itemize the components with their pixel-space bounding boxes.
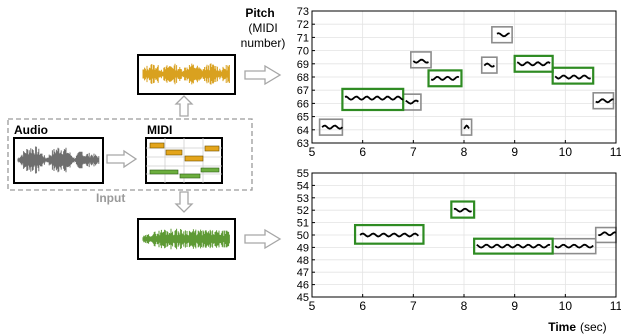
x-tick-label: 11: [610, 299, 621, 313]
y-tick-label: 73: [297, 6, 309, 18]
pitch-curve-segment: [595, 98, 614, 104]
y-tick-label: 65: [297, 112, 309, 124]
audio-label: Audio: [14, 123, 48, 137]
y-tick-label: 52: [297, 205, 309, 217]
pitch-curve-segment: [430, 75, 460, 81]
y-tick-label: 66: [297, 98, 309, 110]
arrow-midi-to-lower-track: [174, 191, 194, 213]
x-tick-label: 9: [511, 145, 518, 159]
midi-note-orange: [184, 155, 204, 162]
gray-note-box: [480, 56, 498, 74]
midi-note-orange: [204, 145, 220, 152]
midi-piano-roll: [146, 138, 222, 183]
pitch-curve-segment: [554, 243, 594, 249]
gray-note-box: [491, 26, 513, 44]
x-tick-label: 7: [410, 299, 417, 313]
y-tick-label: 64: [297, 125, 309, 137]
y-tick-label: 48: [297, 255, 309, 267]
midi-label: MIDI: [147, 123, 172, 137]
arrow-midi-to-upper-track: [174, 95, 194, 117]
y-tick-label: 50: [297, 230, 309, 242]
midi-note-orange: [149, 142, 165, 149]
green-note-box: [450, 200, 476, 219]
arrow-to-upper-plot: [244, 64, 282, 86]
y-tick-label: 55: [297, 168, 309, 180]
green-note-box: [513, 54, 554, 73]
y-tick-label: 67: [297, 85, 309, 97]
time-axis-unit: (sec): [580, 320, 607, 334]
pitch-curve-segment: [344, 95, 404, 101]
time-axis-title-bold: Time: [548, 320, 576, 334]
gray-note-box: [460, 118, 473, 136]
x-tick-label: 8: [461, 299, 468, 313]
pitch-axis-title: Pitch: [245, 6, 274, 20]
pitch-curve-segment: [483, 62, 495, 68]
x-tick-label: 11: [610, 145, 621, 159]
green-waveform: [142, 228, 230, 250]
x-tick-label: 8: [461, 145, 468, 159]
pitch-curve-segment: [405, 99, 419, 105]
y-tick-label: 46: [297, 280, 309, 292]
green-note-box: [551, 66, 595, 85]
y-tick-label: 49: [297, 242, 309, 254]
input-label: Input: [96, 191, 125, 205]
midi-note-orange: [165, 149, 183, 156]
input-group-border: [7, 118, 253, 191]
pitch-curve-segment: [321, 124, 344, 130]
pitch-curve-segment: [598, 231, 617, 237]
midi-note-green: [179, 173, 201, 179]
y-tick-label: 70: [297, 46, 309, 58]
green-note-box: [353, 223, 425, 245]
x-tick-label: 6: [359, 145, 366, 159]
green-note-box: [473, 237, 554, 255]
y-tick-label: 45: [297, 292, 309, 304]
pitch-curve-segment: [453, 207, 472, 213]
orange-waveform: [142, 63, 230, 85]
pitch-curve-segment: [554, 74, 591, 80]
pitch-curve-segment: [412, 58, 429, 64]
arrow-audio-to-midi: [106, 149, 138, 169]
x-tick-label: 9: [511, 299, 518, 313]
pitch-axis-title-line3: number): [241, 36, 286, 50]
x-tick-label: 5: [309, 299, 316, 313]
x-tick-label: 10: [559, 299, 573, 313]
x-tick-label: 5: [309, 145, 316, 159]
time-axis-title: Time: [548, 320, 576, 334]
pitch-curve-segment: [359, 232, 419, 238]
y-tick-label: 72: [297, 19, 309, 31]
y-tick-label: 63: [297, 138, 309, 150]
y-tick-label: 69: [297, 59, 309, 71]
x-tick-label: 7: [410, 145, 417, 159]
pitch-curve-segment: [463, 124, 470, 130]
pitch-curve-segment: [476, 243, 551, 249]
audio-waveform: [17, 146, 100, 174]
y-tick-label: 68: [297, 72, 309, 84]
y-tick-label: 47: [297, 267, 309, 279]
y-tick-label: 53: [297, 193, 309, 205]
pitch-curve-segment: [516, 61, 551, 67]
pitch-axis-title-line2: (MIDI: [248, 21, 277, 35]
y-tick-label: 54: [297, 180, 309, 192]
y-tick-label: 51: [297, 218, 309, 230]
y-tick-label: 71: [297, 32, 309, 44]
x-tick-label: 6: [359, 299, 366, 313]
midi-note-green: [149, 169, 179, 175]
gray-note-box: [592, 92, 615, 110]
pitch-curve-segment: [496, 32, 510, 38]
green-note-box: [427, 69, 463, 88]
gray-note-box: [409, 51, 432, 69]
midi-note-green: [200, 167, 220, 173]
x-tick-label: 10: [559, 145, 573, 159]
arrow-to-lower-plot: [244, 228, 282, 250]
